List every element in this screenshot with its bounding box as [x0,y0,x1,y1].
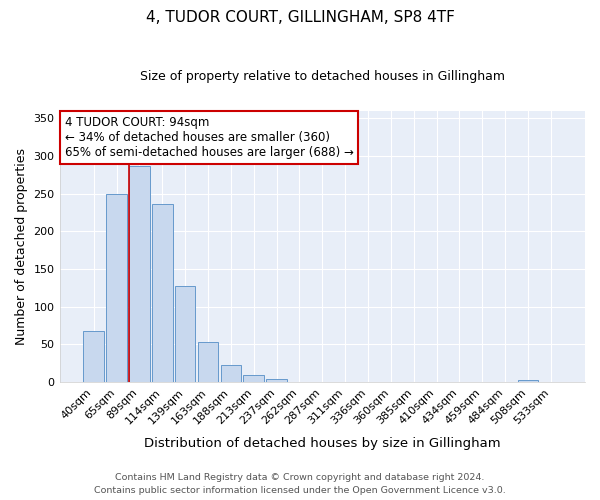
Bar [152,204,173,382]
Bar [266,379,287,382]
X-axis label: Distribution of detached houses by size in Gillingham: Distribution of detached houses by size … [144,437,500,450]
Bar [129,166,150,382]
Bar [175,286,196,382]
Text: 4 TUDOR COURT: 94sqm
← 34% of detached houses are smaller (360)
65% of semi-deta: 4 TUDOR COURT: 94sqm ← 34% of detached h… [65,116,353,159]
Bar [518,380,538,382]
Y-axis label: Number of detached properties: Number of detached properties [15,148,28,345]
Bar [198,342,218,382]
Bar [221,366,241,382]
Title: Size of property relative to detached houses in Gillingham: Size of property relative to detached ho… [140,70,505,83]
Bar [244,374,264,382]
Text: 4, TUDOR COURT, GILLINGHAM, SP8 4TF: 4, TUDOR COURT, GILLINGHAM, SP8 4TF [146,10,454,25]
Bar [106,194,127,382]
Bar [83,331,104,382]
Text: Contains HM Land Registry data © Crown copyright and database right 2024.
Contai: Contains HM Land Registry data © Crown c… [94,474,506,495]
